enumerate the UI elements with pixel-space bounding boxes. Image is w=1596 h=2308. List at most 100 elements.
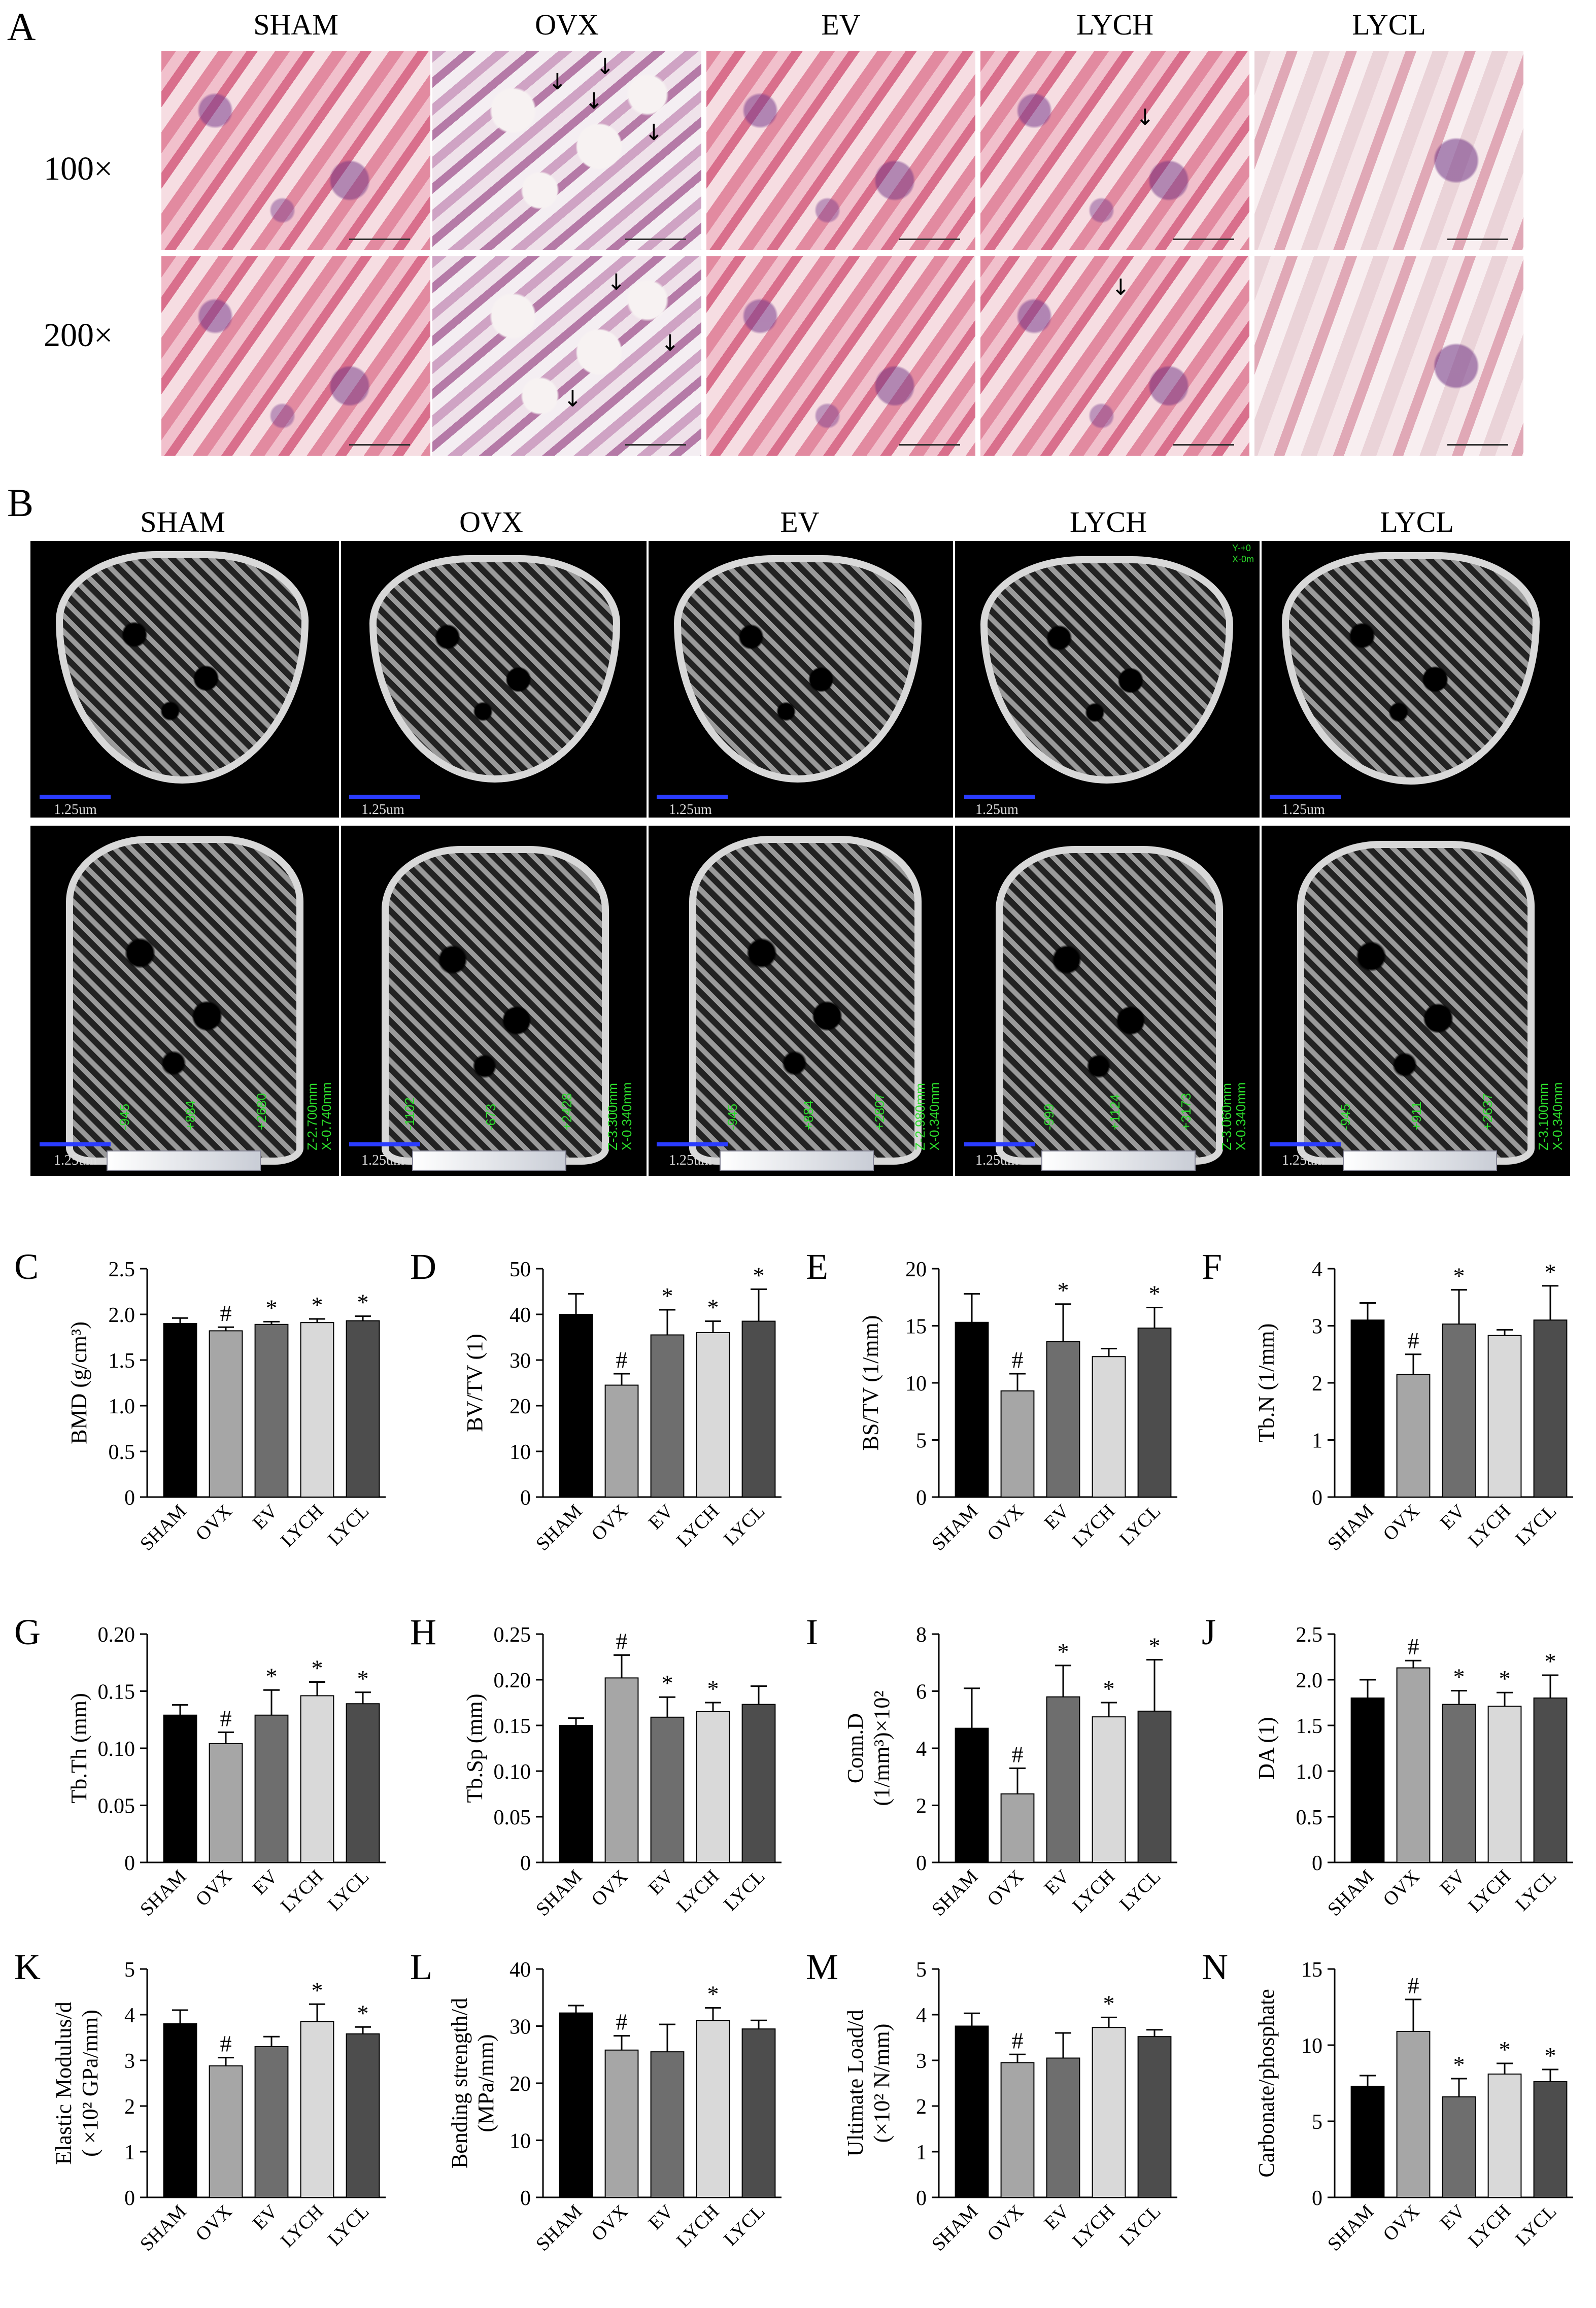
bar-lycl: [346, 1703, 380, 1863]
x-tick-label: LYCH: [277, 2201, 327, 2252]
x-tick-label: OVX: [587, 2201, 632, 2246]
significance-mark: *: [1149, 1281, 1161, 1307]
arrow-icon: ↓: [1136, 105, 1154, 130]
x-tick-label: OVX: [587, 1866, 632, 1911]
significance-mark: *: [1453, 1664, 1465, 1690]
bar-lycl: [1533, 1319, 1568, 1498]
arrow-icon: ↓: [596, 54, 615, 80]
y-tick-label: 0: [916, 2187, 927, 2210]
y-tick-label: 10: [510, 2130, 531, 2153]
bar-ovx: [1396, 2031, 1431, 2198]
bar-lycl: [1533, 1698, 1568, 1863]
y-axis-label: DA (1): [1254, 1717, 1279, 1779]
x-tick-label: EV: [644, 2200, 678, 2234]
significance-mark: *: [312, 1292, 323, 1318]
y-tick-label: 5: [1312, 2111, 1322, 2134]
bar-lycl: [1533, 2081, 1568, 2198]
x-tick-label: EV: [249, 1865, 282, 1899]
x-tick-label: LYCL: [720, 1866, 769, 1915]
x-tick-label: OVX: [1379, 1501, 1423, 1545]
y-tick-label: 50: [510, 1258, 531, 1281]
he-image-ovx-200x: ↓ ↓ ↓: [432, 256, 701, 456]
x-tick-label: LYCL: [1115, 2201, 1165, 2250]
bar-ev: [1442, 1323, 1476, 1498]
y-tick-label: 0.20: [494, 1669, 531, 1692]
x-tick-label: LYCH: [1464, 2201, 1515, 2252]
y-tick-label: 8: [916, 1623, 927, 1647]
x-tick-label: SHAM: [532, 2201, 586, 2255]
y-tick-label: 0.25: [494, 1623, 531, 1647]
bar-ovx: [1000, 2062, 1035, 2198]
y-axis-label-line2: (1/mm³)×10²: [869, 1690, 894, 1806]
bar-ovx: [1396, 1374, 1431, 1498]
x-tick-label: EV: [249, 2200, 282, 2234]
y-tick-label: 3: [1312, 1315, 1322, 1339]
y-tick-label: 40: [510, 1958, 531, 1982]
bar-ev: [650, 1716, 685, 1863]
y-tick-label: 0.05: [98, 1795, 135, 1818]
x-tick-label: SHAM: [928, 2201, 982, 2255]
x-tick-label: LYCH: [277, 1866, 327, 1917]
panel-b-header-ovx: OVX: [459, 505, 523, 538]
bar-ev: [650, 1334, 685, 1498]
x-tick-label: LYCL: [1115, 1501, 1165, 1550]
y-axis-label: Tb.Sp (mm): [462, 1693, 487, 1803]
microct-coronal-ovx: 1.25um Z-3.300mm X-0.340mm -1102 -673 +2…: [341, 826, 647, 1176]
he-image-ev-100x: [706, 51, 975, 250]
y-axis-label: BS/TV (1/mm): [858, 1315, 883, 1451]
y-tick-label: 0.15: [98, 1681, 135, 1704]
panel-a-letter: A: [7, 5, 36, 49]
y-tick-label: 30: [510, 1349, 531, 1373]
bar-lycl: [741, 1704, 776, 1863]
microct-coronal-ev: 1.25um Z-2.980mm X-0.340mm -945 +884 +28…: [649, 826, 953, 1176]
bar-sham: [559, 1725, 593, 1863]
y-axis-label: Tb.N (1/mm): [1254, 1323, 1279, 1443]
y-tick-label: 0.20: [98, 1623, 135, 1647]
x-tick-label: EV: [1436, 2200, 1470, 2234]
y-tick-label: 0.5: [109, 1441, 135, 1464]
panel-a-header-ev: EV: [821, 8, 861, 41]
arrow-icon: ↓: [548, 69, 567, 95]
significance-mark: *: [1058, 1277, 1069, 1303]
arrow-icon: ↓: [607, 269, 626, 295]
chart-h: H 0 0.05 0.10 0.15 0.20 0.25 Tb.Sp (mm) SHAM # OVX…: [410, 1612, 782, 1920]
x-tick-label: LYCH: [1068, 1866, 1119, 1917]
bar-lych: [1487, 1706, 1522, 1863]
significance-mark: *: [1058, 1639, 1069, 1665]
y-tick-label: 0: [1312, 1486, 1322, 1510]
bar-lych: [300, 1322, 334, 1498]
bar-sham: [1350, 2086, 1385, 2198]
bar-ev: [1442, 1704, 1476, 1863]
significance-mark: *: [662, 1283, 673, 1309]
significance-mark: #: [616, 1347, 628, 1373]
panel-b-header-sham: SHAM: [140, 505, 225, 538]
panel-letter: D: [410, 1246, 436, 1287]
significance-mark: #: [1408, 1328, 1419, 1353]
bar-lycl: [741, 2028, 776, 2198]
arrow-icon: ↓: [563, 386, 582, 412]
significance-mark: *: [1453, 2052, 1465, 2078]
y-tick-label: 0: [520, 1486, 531, 1510]
y-tick-label: 0.15: [494, 1715, 531, 1738]
bar-lych: [300, 2021, 334, 2198]
x-tick-label: LYCH: [672, 1501, 723, 1551]
y-axis-label: Bending strength/d: [447, 1998, 472, 2168]
y-tick-label: 1: [124, 2141, 135, 2164]
y-tick-label: 4: [124, 2004, 135, 2027]
microct-coronal-lych: 1.25um Z-3.060mm X-0.340mm -999 +1124 +3…: [955, 826, 1260, 1176]
he-image-ovx-100x: ↓ ↓ ↓ ↓: [432, 51, 701, 250]
significance-mark: *: [753, 1263, 765, 1288]
bar-lycl: [1137, 2036, 1172, 2198]
x-tick-label: OVX: [983, 1501, 1028, 1545]
y-tick-label: 10: [905, 1372, 927, 1396]
microct-transverse-lycl: 1.25um: [1262, 541, 1570, 818]
bar-ovx: [604, 1384, 639, 1498]
panel-b-header-lych: LYCH: [1069, 505, 1147, 538]
x-tick-label: EV: [644, 1865, 678, 1899]
y-tick-label: 0: [1312, 2187, 1322, 2210]
bar-lych: [1487, 1335, 1522, 1498]
bar-sham: [559, 2012, 593, 2198]
y-tick-label: 2.0: [1296, 1669, 1323, 1692]
y-tick-label: 0: [916, 1486, 927, 1510]
